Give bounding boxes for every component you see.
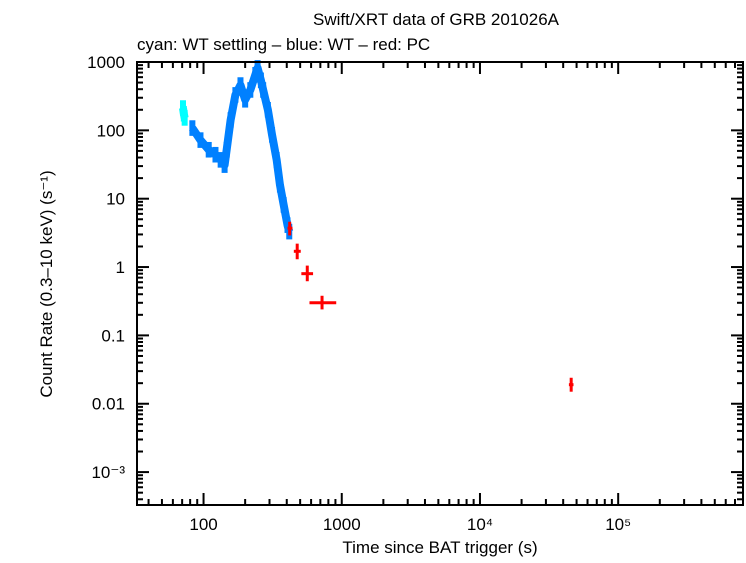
data-point	[257, 72, 264, 89]
y-tick-label: 1000	[87, 53, 125, 72]
x-tick-label: 10⁵	[605, 515, 631, 534]
y-tick-label: 10	[106, 190, 125, 209]
data-point	[212, 146, 219, 163]
data-point	[232, 87, 239, 103]
chart-title: Swift/XRT data of GRB 201026A	[313, 10, 560, 29]
data-point	[247, 82, 254, 98]
data-point	[269, 127, 276, 143]
data-point	[242, 91, 249, 108]
data-point	[223, 141, 230, 158]
data-point-pc	[568, 377, 574, 392]
data-point-pc	[309, 295, 337, 310]
data-point	[280, 197, 287, 213]
x-tick-label: 10⁴	[467, 515, 493, 534]
data-point	[273, 152, 280, 168]
data-point-pc	[293, 243, 301, 260]
data-point	[197, 132, 204, 148]
x-tick-label: 1000	[323, 515, 361, 534]
plot-frame	[136, 61, 744, 506]
y-tick-label: 0.01	[92, 395, 125, 414]
data-point	[205, 141, 212, 158]
data-point	[254, 60, 261, 76]
y-axis-label: Count Rate (0.3–10 keV) (s⁻¹)	[37, 170, 56, 397]
data-point	[189, 120, 196, 136]
data-point	[181, 110, 188, 126]
data-point	[264, 101, 271, 118]
y-tick-label: 1	[116, 258, 125, 277]
data-point	[276, 176, 283, 193]
data-point-pc	[301, 265, 314, 282]
data-point	[217, 152, 224, 168]
data-point	[237, 77, 244, 93]
y-tick-label: 10⁻³	[91, 463, 125, 482]
x-tick-label: 100	[189, 515, 217, 534]
y-tick-label: 100	[97, 121, 125, 140]
data-point	[260, 82, 267, 98]
chart-subtitle: cyan: WT settling – blue: WT – red: PC	[137, 35, 430, 54]
x-axis-label: Time since BAT trigger (s)	[342, 538, 537, 557]
data-point	[221, 157, 228, 173]
y-tick-label: 0.1	[101, 326, 125, 345]
data-point	[227, 112, 234, 128]
data-point-pc	[287, 221, 293, 236]
